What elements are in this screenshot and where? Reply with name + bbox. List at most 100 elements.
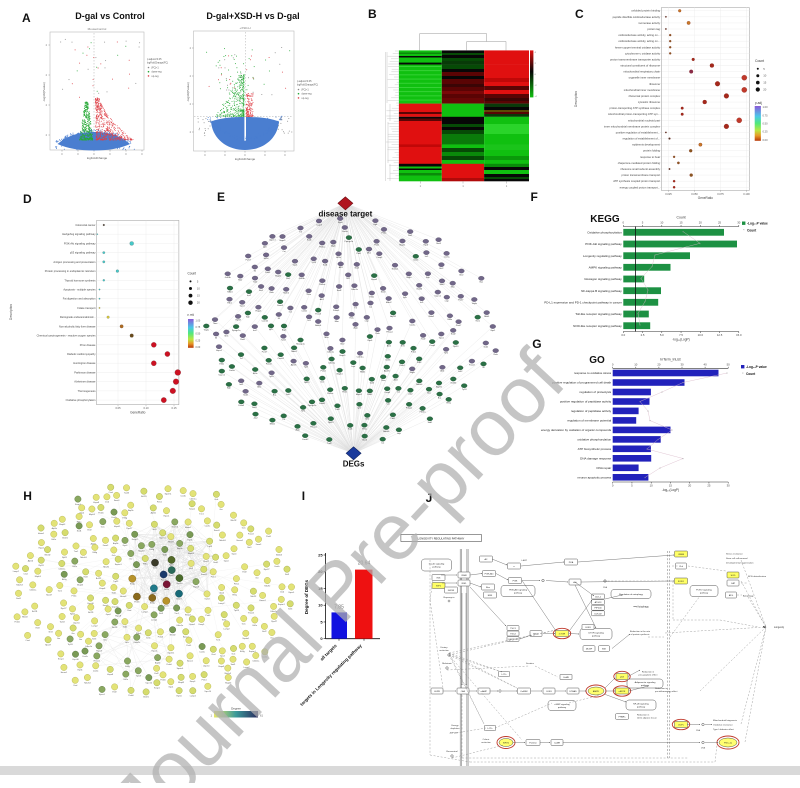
svg-text:Huntington disease: Huntington disease <box>73 361 96 365</box>
svg-text:Prkaa1: Prkaa1 <box>386 331 393 333</box>
svg-text:Prdx6: Prdx6 <box>158 637 164 639</box>
svg-text:Nfe2l2: Nfe2l2 <box>168 541 175 543</box>
svg-text:Resveratrol: Resveratrol <box>446 750 458 753</box>
svg-text:Mtor: Mtor <box>325 336 329 339</box>
svg-text:response to heat: response to heat <box>640 155 660 159</box>
svg-text:|FC|<1: |FC|<1 <box>302 89 310 92</box>
svg-text:Casp3: Casp3 <box>376 257 383 259</box>
svg-text:Epas1: Epas1 <box>99 694 106 696</box>
svg-text:InTerm_InList: InTerm_InList <box>660 357 680 361</box>
svg-text:p53 signaling pathway: p53 signaling pathway <box>70 251 96 255</box>
svg-text:Trp53: Trp53 <box>68 644 74 646</box>
svg-text:Rps27: Rps27 <box>203 561 210 563</box>
svg-text:Rps27: Rps27 <box>169 575 176 577</box>
svg-text:energy coupled proton transpor: energy coupled proton transport... <box>620 185 661 189</box>
svg-text:Foxo3: Foxo3 <box>315 313 321 315</box>
svg-text:Cat: Cat <box>381 442 385 445</box>
svg-text:Lepr: Lepr <box>351 366 355 368</box>
svg-text:10: 10 <box>660 221 664 225</box>
svg-text:pathway: pathway <box>514 592 523 595</box>
svg-text:Vegfa: Vegfa <box>204 329 210 331</box>
svg-text:Count: Count <box>747 229 757 233</box>
svg-text:Cat: Cat <box>387 403 391 406</box>
svg-text:Hspa5: Hspa5 <box>280 240 287 242</box>
svg-text:Prdx6: Prdx6 <box>14 622 20 624</box>
svg-text:Bcl2l1: Bcl2l1 <box>143 697 149 699</box>
svg-text:AMPK: AMPK <box>593 690 600 693</box>
svg-text:up-reg: up-reg <box>302 97 310 100</box>
svg-text:FOXO signaling: FOXO signaling <box>696 590 712 592</box>
svg-text:oxidoreductase activity, actin: oxidoreductase activity, acting on... <box>618 33 660 37</box>
svg-text:pathway: pathway <box>700 592 709 595</box>
svg-text:Epas1: Epas1 <box>189 624 196 626</box>
svg-text:Uqcr10: Uqcr10 <box>73 623 80 625</box>
svg-text:×: × <box>742 371 744 375</box>
svg-text:7.5: 7.5 <box>679 333 683 337</box>
svg-text:-log10(Pvalue): -log10(Pvalue) <box>186 82 190 102</box>
svg-text:Vegfa: Vegfa <box>410 372 416 374</box>
svg-text:Pink1: Pink1 <box>71 596 77 598</box>
svg-text:Foxo3: Foxo3 <box>201 574 207 576</box>
svg-text:ATG13: ATG13 <box>595 601 603 604</box>
svg-text:Rps27: Rps27 <box>61 608 68 610</box>
svg-text:Uqcr10: Uqcr10 <box>146 682 153 684</box>
svg-text:Ndufs3: Ndufs3 <box>172 527 179 529</box>
svg-text:Bax: Bax <box>480 282 483 284</box>
svg-text:CLK-1: CLK-1 <box>595 597 602 599</box>
svg-text:10: 10 <box>763 74 767 78</box>
svg-text:Nfe2l2: Nfe2l2 <box>231 520 238 522</box>
svg-text:Mdm2: Mdm2 <box>386 302 392 304</box>
svg-text:cAMP: cAMP <box>481 690 487 693</box>
svg-text:Reduction in: Reduction in <box>637 714 650 717</box>
svg-text:30: 30 <box>680 362 684 366</box>
svg-text:-log₁₀(LogP): -log₁₀(LogP) <box>662 488 679 492</box>
svg-text:Insulin signaling: Insulin signaling <box>429 564 445 566</box>
svg-text:Gsr: Gsr <box>71 633 75 635</box>
svg-text:ATP synthesis coupled proton t: ATP synthesis coupled proton transport <box>613 179 660 183</box>
svg-text:ribosome: ribosome <box>649 82 661 86</box>
svg-text:Hmox1: Hmox1 <box>237 540 244 542</box>
svg-text:Egfr: Egfr <box>246 316 250 318</box>
svg-text:logFoldChange: logFoldChange <box>235 157 256 161</box>
svg-text:10.0: 10.0 <box>698 333 704 337</box>
svg-text:Bax: Bax <box>438 397 441 399</box>
svg-text:Foxo3: Foxo3 <box>103 545 109 547</box>
svg-text:Thyroid hormone synthesis: Thyroid hormone synthesis <box>64 278 96 282</box>
svg-text:Hspa8: Hspa8 <box>193 586 200 588</box>
svg-text:Nfkb1: Nfkb1 <box>270 423 276 425</box>
svg-text:Cdkn1a: Cdkn1a <box>29 590 37 592</box>
svg-text:25: 25 <box>718 221 722 225</box>
svg-text:Atp5b: Atp5b <box>128 509 134 512</box>
svg-text:Cdkn1a: Cdkn1a <box>176 625 184 627</box>
svg-text:Count: Count <box>755 59 764 63</box>
svg-text:Foxo3: Foxo3 <box>214 530 220 532</box>
svg-text:30: 30 <box>727 484 731 488</box>
svg-text:Ndufa1: Ndufa1 <box>315 325 322 327</box>
svg-text:Bax: Bax <box>273 395 276 397</box>
svg-text:Oxidative phosphorylation: Oxidative phosphorylation <box>66 398 96 402</box>
svg-text:Igf1r: Igf1r <box>270 376 274 378</box>
svg-text:PI3K-Akt signaling pathway: PI3K-Akt signaling pathway <box>585 242 622 246</box>
svg-text:0.10: 0.10 <box>143 406 149 410</box>
svg-text:Egfr: Egfr <box>426 277 430 279</box>
svg-text:Rpl11: Rpl11 <box>169 565 175 567</box>
svg-text:protein folding: protein folding <box>643 149 660 153</box>
svg-text:DNA repair: DNA repair <box>597 466 612 470</box>
svg-text:Uqcr10: Uqcr10 <box>112 606 119 608</box>
svg-text:Rpl11: Rpl11 <box>70 614 76 616</box>
svg-text:AMP/ATP: AMP/ATP <box>450 732 459 735</box>
svg-text:Camk2: Camk2 <box>319 403 326 405</box>
svg-text:Eif4g: Eif4g <box>62 579 67 581</box>
svg-text:Ndufa1: Ndufa1 <box>416 384 423 386</box>
svg-text:ATP biosynthetic process: ATP biosynthetic process <box>578 447 612 451</box>
svg-text:Lepr: Lepr <box>445 301 449 303</box>
svg-text:Pink1: Pink1 <box>234 583 240 585</box>
svg-text:Stress resistance: Stress resistance <box>726 553 744 556</box>
svg-text:L-AMP: L-AMP <box>521 559 528 562</box>
svg-text:Foxo3: Foxo3 <box>266 364 272 366</box>
svg-text:Cat: Cat <box>282 250 286 253</box>
svg-text:Toll-like receptor signaling p: Toll-like receptor signaling pathway <box>575 312 622 316</box>
svg-text:Rps27: Rps27 <box>46 594 53 596</box>
svg-text:Cox5a: Cox5a <box>409 324 416 326</box>
svg-text:Bcl2l1: Bcl2l1 <box>32 611 38 613</box>
